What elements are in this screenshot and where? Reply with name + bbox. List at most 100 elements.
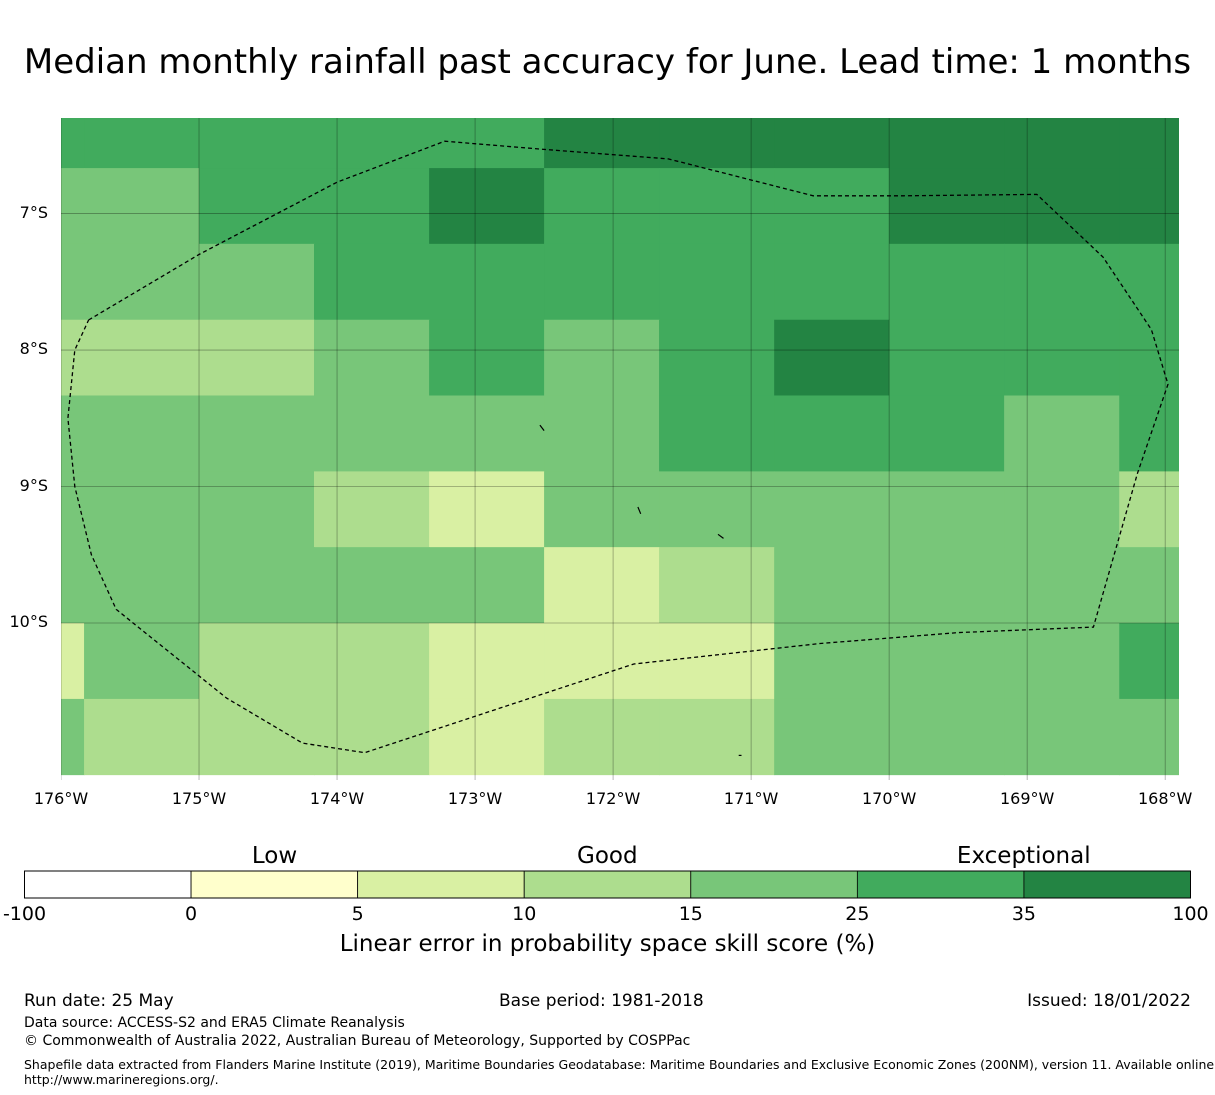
grid-cell	[84, 118, 200, 169]
grid-cell	[774, 547, 890, 624]
grid-cell	[544, 168, 660, 245]
grid-cell	[429, 698, 545, 776]
grid-cell	[774, 319, 890, 397]
grid-cell	[61, 623, 85, 700]
shapefile-credit-line1: Shapefile data extracted from Flanders M…	[24, 1057, 1215, 1072]
grid-cell	[199, 547, 315, 624]
grid-cell	[774, 118, 890, 169]
chart-title: Median monthly rainfall past accuracy fo…	[23, 42, 1192, 82]
grid-cell	[61, 243, 85, 321]
longitude-tick-label: 175°W	[171, 789, 227, 808]
grid-cell	[659, 118, 775, 169]
grid-cell	[1004, 243, 1120, 321]
grid-cell	[1119, 395, 1179, 472]
grid-cell	[544, 547, 660, 624]
longitude-tick-label: 172°W	[585, 789, 641, 808]
grid-cell	[84, 471, 200, 548]
grid-cell	[429, 471, 545, 548]
grid-cell	[1119, 118, 1179, 169]
grid-cell	[61, 319, 85, 397]
grid-cell	[659, 471, 775, 548]
grid-cell	[659, 168, 775, 245]
grid-cell	[429, 623, 545, 700]
colorbar-tick-label: 100	[1172, 903, 1209, 925]
colorbar-outline	[24, 870, 1191, 899]
grid-cell	[429, 168, 545, 245]
grid-cell	[659, 547, 775, 624]
grid-cell	[889, 471, 1005, 548]
colorbar-category-label: Low	[251, 843, 298, 869]
grid-cell	[61, 547, 85, 624]
grid-cell	[1004, 471, 1120, 548]
grid-cell	[1004, 319, 1120, 397]
grid-cell	[889, 623, 1005, 700]
colorbar-tick-label: 15	[678, 903, 703, 925]
latitude-tick-label: 8°S	[19, 339, 48, 359]
grid-cell	[889, 319, 1005, 397]
grid-cell	[774, 168, 890, 245]
grid-cell	[429, 243, 545, 321]
map-plot-area	[61, 118, 1179, 780]
colorbar-bin	[690, 870, 858, 899]
island-outline	[717, 533, 724, 539]
grid-cell	[889, 168, 1005, 245]
grid-cell	[544, 698, 660, 776]
grid-cell	[199, 118, 315, 169]
grid-cell	[774, 698, 890, 776]
colorbar-axis-label: Linear error in probability space skill …	[339, 931, 876, 957]
grid-cell	[1004, 623, 1120, 700]
longitude-tick-label: 169°W	[999, 789, 1055, 808]
grid-cell	[314, 319, 430, 397]
grid-cell	[61, 118, 85, 169]
grid-cell	[544, 623, 660, 700]
grid-cell	[314, 168, 430, 245]
grid-cell	[84, 319, 200, 397]
colorbar-tick-label: 0	[185, 903, 198, 925]
colorbar-bin	[856, 870, 1025, 899]
grid-cell	[659, 623, 775, 700]
run-date: Run date: 25 May	[24, 991, 174, 1011]
longitude-tick-label: 173°W	[447, 789, 503, 808]
colorbar-category-label: Exceptional	[956, 843, 1091, 869]
data-source: Data source: ACCESS-S2 and ERA5 Climate …	[24, 1015, 405, 1031]
longitude-tick-label: 168°W	[1138, 789, 1193, 808]
grid-cell	[314, 623, 430, 700]
grid-cell	[429, 395, 545, 472]
longitude-tick-label: 176°W	[33, 789, 89, 808]
grid-cell	[1119, 243, 1179, 321]
grid-cell	[199, 319, 315, 397]
grid-cell	[1119, 471, 1179, 548]
grid-cell	[314, 471, 430, 548]
colorbar-tick-label: 5	[351, 903, 364, 925]
grid-cell	[199, 168, 315, 245]
grid-cell	[84, 243, 200, 321]
grid-cell	[61, 698, 85, 776]
grid-cell	[889, 547, 1005, 624]
grid-cell	[84, 168, 200, 245]
grid-cell	[1004, 118, 1120, 169]
grid-cell	[774, 471, 890, 548]
grid-cell	[1119, 319, 1179, 397]
colorbar-bin	[190, 870, 359, 899]
grid-cell	[1119, 698, 1179, 776]
grid-cell	[429, 118, 545, 169]
grid-cell	[199, 623, 315, 700]
grid-cell	[544, 395, 660, 472]
longitude-tick-label: 170°W	[861, 789, 917, 808]
grid-cell	[61, 395, 85, 472]
copyright: © Commonwealth of Australia 2022, Austra…	[24, 1033, 691, 1049]
issued-date: Issued: 18/01/2022	[1027, 991, 1191, 1011]
island-outline	[539, 424, 545, 431]
colorbar-category-label: Good	[577, 843, 638, 869]
colorbar-bin	[523, 870, 692, 899]
grid-cell	[1119, 168, 1179, 245]
colorbar-tick-label: -100	[2, 903, 47, 925]
shapefile-credit-line2: http://www.marineregions.org/.	[24, 1072, 219, 1087]
longitude-tick-label: 174°W	[309, 789, 365, 808]
grid-cell	[774, 395, 890, 472]
grid-cell	[1004, 395, 1120, 472]
latitude-tick-label: 9°S	[19, 475, 48, 495]
grid-cell	[84, 698, 200, 776]
